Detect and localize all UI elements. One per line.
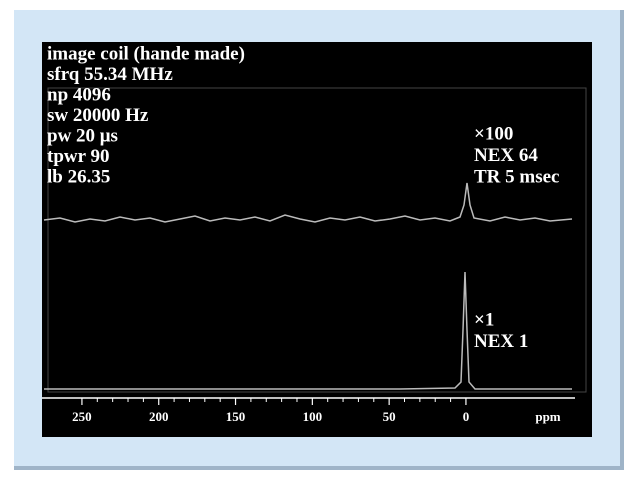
info-line: sfrq 55.34 MHz xyxy=(47,64,173,85)
annotation: ×100 xyxy=(474,123,513,144)
info-line: sw 20000 Hz xyxy=(47,105,149,126)
spectrum-upper xyxy=(43,182,573,223)
info-line: np 4096 xyxy=(47,84,111,105)
annotation: ×1 xyxy=(474,309,494,330)
annotation: NEX 64 xyxy=(474,145,538,166)
x-tick-label: 50 xyxy=(383,409,396,424)
x-tick-label: 200 xyxy=(149,409,169,424)
annotation: NEX 1 xyxy=(474,331,528,352)
info-line: lb 26.35 xyxy=(47,166,110,187)
annotation: TR 5 msec xyxy=(474,166,559,187)
info-line: tpwr 90 xyxy=(47,146,109,167)
plot-border xyxy=(47,87,587,393)
x-tick-label: 250 xyxy=(72,409,92,424)
info-line: pw 20 μs xyxy=(47,125,118,146)
info-line: image coil (hande made) xyxy=(47,43,245,64)
frame-shadow xyxy=(14,466,624,470)
plot-panel xyxy=(42,42,592,437)
x-tick-label: 0 xyxy=(463,409,470,424)
frame-shadow xyxy=(620,10,624,470)
x-axis-label: ppm xyxy=(535,409,560,424)
x-tick-label: 150 xyxy=(226,409,246,424)
spectrum-lower xyxy=(44,271,572,390)
x-tick-label: 100 xyxy=(303,409,323,424)
